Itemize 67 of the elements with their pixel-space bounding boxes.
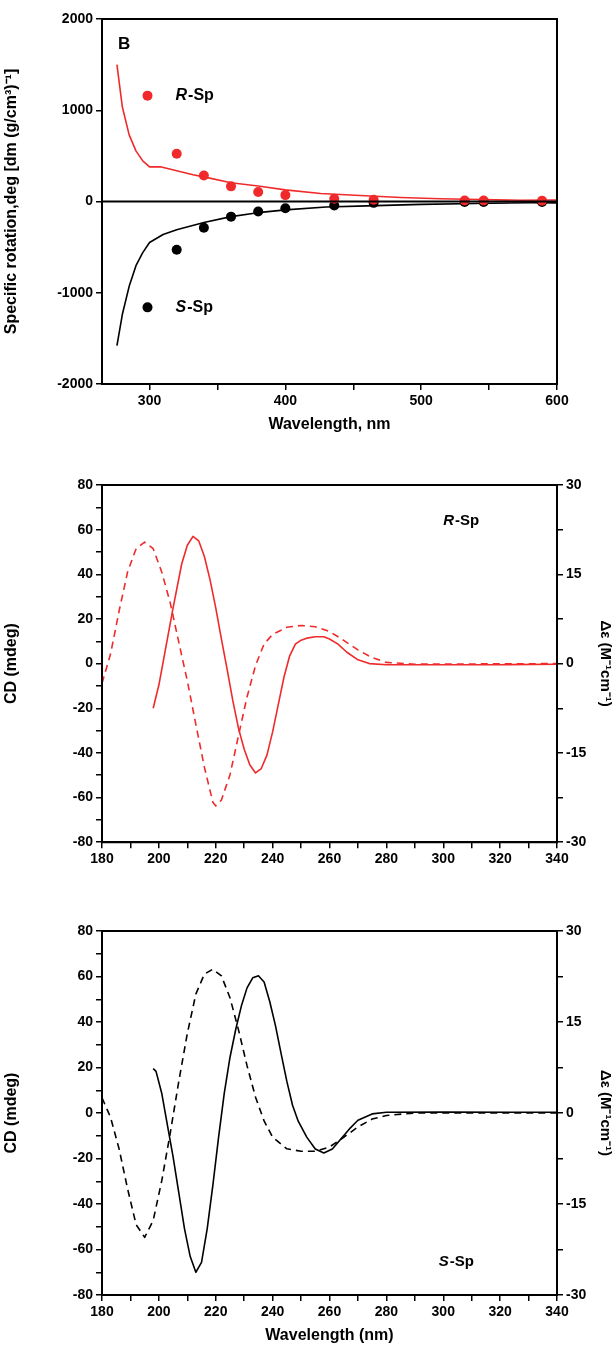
y-tick-label: 1000 [61, 101, 94, 118]
y2-tick-label: 30 [566, 921, 582, 938]
x-tick-label: 340 [545, 850, 569, 867]
y2-tick-label: 30 [566, 475, 582, 492]
x-tick-label: 400 [273, 392, 298, 409]
x-tick-label: 300 [137, 392, 162, 409]
y2-tick-label: -15 [566, 743, 587, 760]
x-tick-label: 280 [374, 850, 399, 867]
x-tick-label: 200 [147, 850, 171, 867]
x-tick-label: 320 [488, 1303, 513, 1320]
x-tick-label: 600 [545, 392, 569, 409]
y-tick-label: 20 [77, 1058, 94, 1075]
y-tick-label: 60 [77, 967, 94, 984]
y-axis-title: Specific rotation,deg [dm (g/cm³)⁻¹] [2, 68, 20, 335]
y2-axis-title: Δε (M⁻¹cm⁻¹) [597, 1069, 615, 1157]
y2-tick-label: 15 [566, 1012, 582, 1029]
y-tick-label: 0 [85, 654, 94, 671]
y-tick-label: -20 [72, 1149, 94, 1166]
y-tick-label: 20 [77, 609, 94, 626]
x-tick-label: 300 [431, 850, 456, 867]
y-tick-label: -40 [72, 743, 94, 760]
legend-label: R-Sp [175, 86, 215, 104]
x-tick-label: 220 [204, 850, 228, 867]
y2-tick-label: -15 [566, 1194, 587, 1211]
y-tick-label: -60 [72, 788, 94, 805]
y-tick-label: 40 [77, 1012, 94, 1029]
y-tick-label: 0 [85, 1103, 94, 1120]
y-tick-label: 60 [77, 520, 94, 537]
y-tick-label: -80 [72, 1285, 94, 1302]
x-tick-label: 320 [488, 850, 513, 867]
x-tick-label: 180 [90, 1303, 114, 1320]
y-tick-label: 80 [77, 921, 94, 938]
y-tick-label: -40 [72, 1194, 94, 1211]
annotation: R-Sp [443, 510, 480, 528]
x-tick-label: 340 [545, 1303, 569, 1320]
x-tick-label: 240 [260, 850, 285, 867]
y2-tick-label: 0 [566, 1103, 574, 1120]
y-axis-title: CD (mdeg) [2, 623, 20, 705]
y2-tick-label: 15 [566, 565, 582, 582]
annotation: B [117, 34, 131, 54]
y-tick-label: -80 [72, 833, 94, 850]
x-tick-label: 200 [147, 1303, 171, 1320]
legend-label: S-Sp [175, 297, 214, 315]
annotation: S-Sp [438, 1252, 474, 1270]
y-tick-label: -1000 [57, 283, 94, 300]
y-tick-label: 40 [77, 565, 94, 582]
y2-tick-label: -30 [566, 1285, 587, 1302]
x-tick-label: 180 [90, 850, 114, 867]
y-tick-label: -60 [72, 1240, 94, 1257]
y-tick-label: 2000 [61, 9, 94, 26]
x-tick-label: 220 [204, 1303, 228, 1320]
x-tick-label: 300 [431, 1303, 456, 1320]
x-tick-label: 500 [409, 392, 434, 409]
y2-tick-label: -30 [566, 833, 587, 850]
y2-axis-title: Δε (M⁻¹cm⁻¹) [597, 620, 615, 707]
y2-tick-label: 0 [566, 654, 574, 671]
x-tick-label: 240 [260, 1303, 285, 1320]
y-tick-label: 0 [85, 192, 94, 209]
y-tick-label: 80 [77, 475, 94, 492]
x-tick-label: 280 [374, 1303, 399, 1320]
x-tick-label: 260 [317, 850, 342, 867]
x-axis-title: Wavelength (nm) [265, 1325, 394, 1343]
x-axis-title: Wavelength, nm [268, 414, 391, 432]
y-axis-title: CD (mdeg) [2, 1072, 20, 1154]
y-tick-label: -20 [72, 699, 94, 716]
x-tick-label: 260 [317, 1303, 342, 1320]
y-tick-label: -2000 [57, 374, 94, 391]
